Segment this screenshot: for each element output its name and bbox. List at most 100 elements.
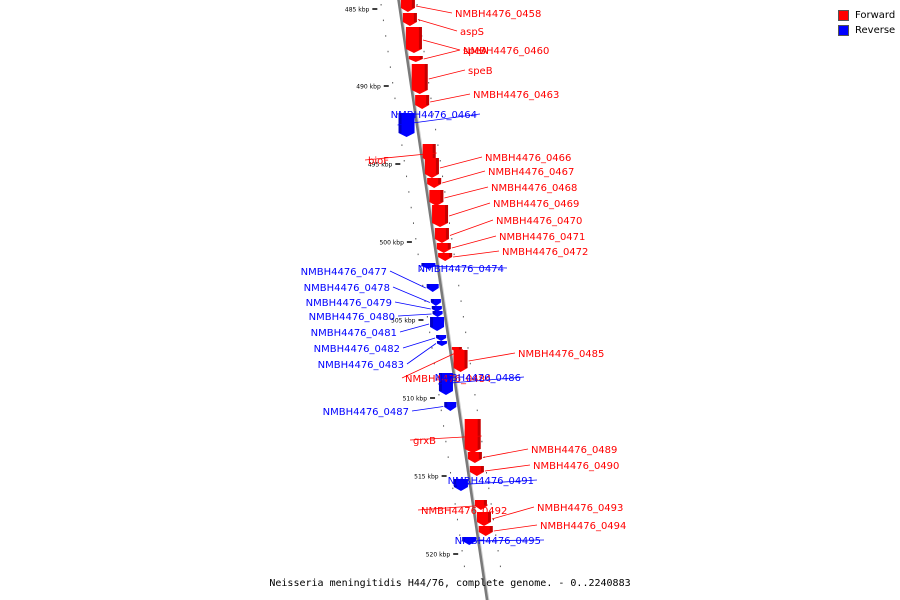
gene-label-NMBH4476_0482[interactable]: NMBH4476_0482: [314, 344, 400, 355]
gene-arrow-NMBH4476_0487[interactable]: [444, 402, 457, 411]
scale-minor-tick: [497, 550, 499, 552]
scale-minor-tick: [466, 581, 468, 583]
scale-minor-tick: [403, 160, 405, 162]
gene-arrow-NMBH4476_0464[interactable]: [398, 113, 415, 137]
gene-arrow-NMBH4476_0491[interactable]: [453, 479, 468, 491]
gene-arrow-NMBH4476_0466[interactable]: [424, 158, 439, 178]
gene-label-NMBH4476_0458[interactable]: NMBH4476_0458: [455, 9, 541, 20]
gene-label-NMBH4476_0486[interactable]: NMBH4476_0486: [435, 373, 521, 384]
gene-leader-line: [452, 479, 538, 486]
gene-label-aspS[interactable]: aspS: [460, 27, 484, 38]
gene-label-NMBH4476_0495[interactable]: NMBH4476_0495: [455, 536, 541, 547]
gene-label-NMBH4476_0489[interactable]: NMBH4476_0489: [531, 445, 617, 456]
scale-minor-tick: [447, 456, 449, 458]
gene-arrow-NMBH4476_0471[interactable]: [436, 243, 451, 253]
gene-arrow-bioF[interactable]: [422, 144, 436, 162]
scale-minor-tick: [433, 362, 435, 365]
gene-arrow-NMBH4476_0481[interactable]: [430, 317, 445, 331]
gene-label-NMBH4476_0474[interactable]: NMBH4476_0474: [418, 264, 504, 275]
gene-leader-line: [444, 186, 489, 199]
gene-arrow-NMBH4476_0490[interactable]: [469, 466, 484, 476]
gene-arrow-NMBH4476_0478[interactable]: [430, 299, 441, 306]
gene-label-NMBH4476_0487[interactable]: NMBH4476_0487: [323, 407, 409, 418]
gene-leader-line: [397, 313, 432, 317]
gene-label-NMBH4476_0493[interactable]: NMBH4476_0493: [537, 503, 623, 514]
scale-minor-tick: [455, 269, 457, 271]
gene-arrow-NMBH4476_0477[interactable]: [426, 284, 439, 292]
scale-minor-tick: [396, 113, 398, 115]
gene-arrow-aspS[interactable]: [402, 13, 417, 26]
gene-label-speA[interactable]: speA: [463, 46, 488, 57]
gene-arrow-speA[interactable]: [408, 56, 423, 62]
gene-arrow-NMBH4476_0463[interactable]: [415, 95, 430, 109]
scale-minor-tick: [385, 35, 387, 37]
gene-label-NMBH4476_0479[interactable]: NMBH4476_0479: [306, 298, 392, 309]
gene-leader-line: [453, 250, 500, 258]
gene-label-NMBH4476_0492[interactable]: NMBH4476_0492: [421, 506, 507, 517]
gene-leader-line: [449, 219, 494, 236]
scale-minor-tick: [490, 503, 492, 505]
scale-minor-tick: [452, 487, 454, 490]
scale-minor-tick: [416, 4, 418, 6]
gene-label-NMBH4476_0470[interactable]: NMBH4476_0470: [496, 216, 582, 227]
gene-arrow-NMBH4476_0479[interactable]: [431, 306, 442, 312]
gene-label-NMBH4476_0481[interactable]: NMBH4476_0481: [311, 328, 397, 339]
gene-arrow-NMBH4476_0493[interactable]: [476, 512, 491, 526]
gene-label-NMBH4476_0463[interactable]: NMBH4476_0463: [473, 90, 559, 101]
gene-label-NMBH4476_0478[interactable]: NMBH4476_0478: [304, 283, 390, 294]
scale-minor-tick: [465, 331, 467, 334]
gene-label-NMBH4476_0471[interactable]: NMBH4476_0471: [499, 232, 585, 243]
scale-minor-tick: [410, 206, 412, 209]
gene-arrow-NMBH4476_0486[interactable]: [438, 373, 453, 395]
scale-minor-tick: [463, 565, 465, 568]
gene-label-NMBH4476_0466[interactable]: NMBH4476_0466: [485, 153, 571, 164]
scale-minor-tick: [387, 50, 389, 53]
gene-label-NMBH4476_0464[interactable]: NMBH4476_0464: [391, 110, 477, 121]
gene-label-NMBH4476_0484[interactable]: NMBH4476_0484: [405, 374, 491, 385]
gene-label-NMBH4476_0490[interactable]: NMBH4476_0490: [533, 461, 619, 472]
gene-label-NMBH4476_0483[interactable]: NMBH4476_0483: [318, 360, 404, 371]
gene-arrow-NMBH4476_0469[interactable]: [432, 205, 449, 227]
scale-minor-tick: [394, 97, 396, 100]
scale-minor-tick: [488, 487, 490, 490]
gene-arrow-NMBH4476_0483[interactable]: [436, 341, 447, 346]
gene-label-speB[interactable]: speB: [468, 66, 493, 77]
gene-arrow-NMBH4476_0460[interactable]: [405, 27, 422, 53]
gene-label-grxB[interactable]: grxB: [413, 436, 436, 447]
gene-label-bioF[interactable]: bioF: [368, 156, 389, 167]
gene-label-NMBH4476_0472[interactable]: NMBH4476_0472: [502, 247, 588, 258]
gene-arrow-NMBH4476_0480[interactable]: [432, 311, 443, 317]
gene-arrow-NMBH4476_0489[interactable]: [467, 452, 482, 463]
gene-label-NMBH4476_0485[interactable]: NMBH4476_0485: [518, 349, 604, 360]
gene-label-NMBH4476_0477[interactable]: NMBH4476_0477: [301, 267, 387, 278]
gene-label-NMBH4476_0494[interactable]: NMBH4476_0494: [540, 521, 626, 532]
gene-arrow-NMBH4476_0467[interactable]: [427, 178, 442, 188]
gene-label-NMBH4476_0480[interactable]: NMBH4476_0480: [309, 312, 395, 323]
scale-minor-tick: [428, 82, 430, 84]
gene-label-NMBH4476_0460[interactable]: NMBH4476_0460: [463, 46, 549, 57]
gene-arrow-NMBH4476_0485[interactable]: [453, 350, 468, 372]
gene-leader-line: [411, 406, 444, 412]
gene-leader-line: [389, 270, 426, 289]
gene-arrow-NMBH4476_0470[interactable]: [434, 228, 449, 243]
gene-arrow-NMBH4476_0472[interactable]: [438, 253, 453, 261]
gene-leader-line: [392, 286, 431, 303]
gene-arrow-NMBH4476_0494[interactable]: [478, 526, 493, 536]
scale-minor-tick: [442, 175, 444, 178]
gene-leader-line: [428, 69, 466, 80]
gene-arrow-NMBH4476_0482[interactable]: [436, 335, 447, 341]
gene-arrow-NMBH4476_0468[interactable]: [429, 190, 444, 206]
gene-label-NMBH4476_0468[interactable]: NMBH4476_0468: [491, 183, 577, 194]
scale-minor-tick: [445, 440, 447, 443]
gene-label-NMBH4476_0467[interactable]: NMBH4476_0467: [488, 167, 574, 178]
scale-minor-tick: [495, 534, 497, 536]
gene-arrow-NMBH4476_0492[interactable]: [474, 500, 487, 510]
gene-arrow-grxB[interactable]: [464, 419, 481, 453]
gene-arrow-speB[interactable]: [411, 64, 428, 94]
gene-label-NMBH4476_0469[interactable]: NMBH4476_0469: [493, 199, 579, 210]
gene-leader-line: [437, 376, 525, 385]
gene-arrow-NMBH4476_0458[interactable]: [400, 0, 415, 12]
scale-minor-tick: [462, 316, 464, 318]
gene-label-NMBH4476_0491[interactable]: NMBH4476_0491: [448, 476, 534, 487]
